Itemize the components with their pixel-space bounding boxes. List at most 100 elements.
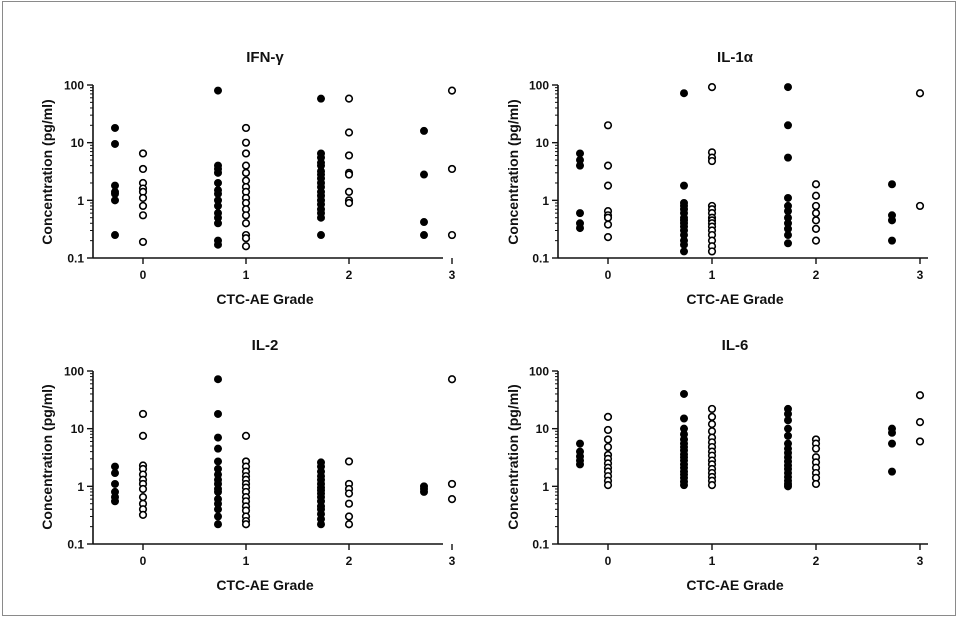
data-point-filled <box>784 207 793 216</box>
data-point-open <box>241 219 251 228</box>
data-point-open <box>811 479 821 489</box>
data-point-filled <box>213 457 222 466</box>
data-point-open <box>241 138 251 147</box>
y-axis-label: Concentration (pg/ml) <box>505 384 521 529</box>
x-axis-label: CTC-AE Grade <box>686 291 783 307</box>
data-point-filled <box>213 505 222 514</box>
y-axis-label: Concentration (pg/ml) <box>39 384 55 529</box>
data-point-open <box>707 412 717 421</box>
x-tick-label: 2 <box>813 554 820 568</box>
y-tick-label: 1 <box>77 194 84 208</box>
data-point-filled <box>784 416 793 425</box>
data-point-filled <box>111 231 120 240</box>
data-point-filled <box>111 139 120 148</box>
data-point-open <box>138 164 148 174</box>
data-point-filled <box>784 482 793 491</box>
data-point-open <box>344 170 354 179</box>
data-point-open <box>603 481 613 490</box>
data-point-filled <box>680 89 689 98</box>
y-tick-label: 100 <box>64 79 84 93</box>
x-tick-label: 0 <box>140 268 147 282</box>
data-point-open <box>447 230 457 240</box>
data-point-filled <box>213 520 222 529</box>
data-point-open <box>241 123 251 133</box>
data-point-filled <box>784 424 793 433</box>
data-point-filled <box>888 216 897 225</box>
data-point-open <box>811 224 821 233</box>
data-point-open <box>603 121 613 130</box>
data-point-filled <box>111 123 120 132</box>
data-point-filled <box>576 224 585 233</box>
data-point-open <box>811 216 821 225</box>
data-point-open <box>138 484 148 494</box>
data-point-open <box>447 479 457 489</box>
y-axis-label: Concentration (pg/ml) <box>505 99 521 244</box>
data-point-open <box>138 237 148 247</box>
y-tick-label: 10 <box>71 136 85 150</box>
data-point-filled <box>888 180 897 189</box>
data-point-open <box>603 442 613 452</box>
data-point-filled <box>213 512 222 521</box>
data-point-open <box>344 512 354 521</box>
data-point-filled <box>213 189 222 198</box>
y-tick-label: 0.1 <box>532 252 549 266</box>
y-tick-label: 0.1 <box>67 538 84 552</box>
data-point-open <box>811 191 821 200</box>
data-point-open <box>138 211 148 220</box>
data-point-filled <box>680 181 689 190</box>
data-point-filled <box>576 439 585 448</box>
data-point-open <box>447 86 457 95</box>
data-point-filled <box>111 479 120 488</box>
data-point-filled <box>111 469 120 478</box>
data-point-open <box>603 220 613 229</box>
data-point-filled <box>680 389 689 398</box>
x-tick-label: 3 <box>449 268 456 282</box>
y-tick-label: 10 <box>536 136 550 150</box>
data-point-open <box>915 201 925 211</box>
data-point-open <box>603 213 613 222</box>
x-tick-label: 2 <box>346 268 353 282</box>
y-tick-label: 1 <box>542 480 549 494</box>
data-point-open <box>138 493 148 502</box>
x-tick-label: 0 <box>605 554 612 568</box>
data-point-open <box>344 151 354 160</box>
data-point-open <box>138 193 148 203</box>
data-point-filled <box>576 460 585 469</box>
data-point-filled <box>213 487 222 496</box>
y-axis-label: Concentration (pg/ml) <box>39 99 55 244</box>
y-tick-label: 1 <box>542 194 549 208</box>
panel-title: IL-2 <box>252 337 279 354</box>
data-point-filled <box>316 231 325 240</box>
data-point-filled <box>111 189 120 198</box>
x-tick-label: 2 <box>346 554 353 568</box>
data-point-filled <box>784 431 793 440</box>
data-point-filled <box>111 497 120 506</box>
data-point-filled <box>784 153 793 162</box>
x-tick-label: 1 <box>709 268 716 282</box>
data-point-open <box>915 417 925 427</box>
x-tick-label: 3 <box>917 554 924 568</box>
data-point-open <box>811 180 821 189</box>
x-tick-label: 0 <box>140 554 147 568</box>
data-point-open <box>603 181 613 190</box>
data-point-open <box>447 495 457 504</box>
data-point-filled <box>888 428 897 437</box>
x-axis-label: CTC-AE Grade <box>686 577 783 593</box>
data-point-filled <box>784 231 793 240</box>
data-point-filled <box>680 481 689 490</box>
data-point-open <box>344 457 354 466</box>
y-tick-label: 100 <box>529 79 549 93</box>
data-point-filled <box>576 149 585 158</box>
data-point-open <box>603 425 613 435</box>
data-point-open <box>603 161 613 170</box>
data-point-open <box>811 201 821 211</box>
data-point-open <box>344 94 354 103</box>
data-point-filled <box>213 433 222 442</box>
x-tick-label: 1 <box>243 554 250 568</box>
data-point-filled <box>680 240 689 249</box>
data-point-open <box>138 510 148 519</box>
data-point-filled <box>419 487 428 496</box>
data-point-open <box>241 176 251 185</box>
data-point-open <box>241 234 251 243</box>
data-point-open <box>811 444 821 453</box>
